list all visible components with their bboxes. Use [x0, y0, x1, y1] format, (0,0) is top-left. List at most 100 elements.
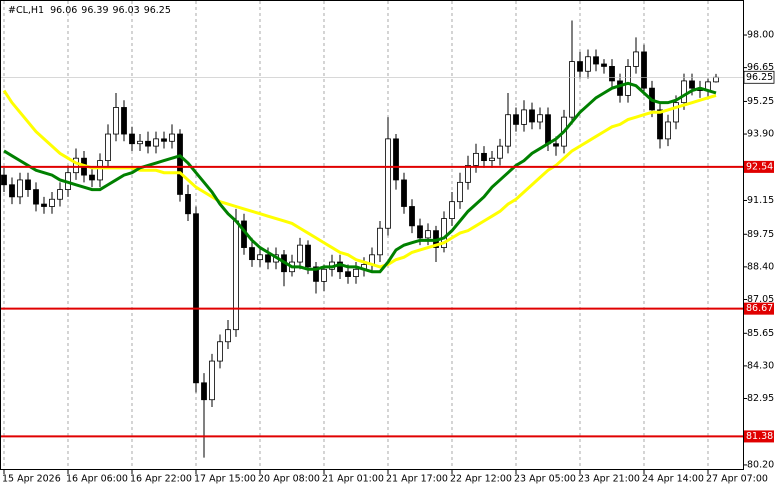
- candle-body: [665, 121, 671, 140]
- candle-body: [441, 218, 447, 248]
- candle-body: [409, 206, 415, 227]
- candle-body: [41, 203, 47, 207]
- x-tick-label: 23 Apr 21:00: [578, 474, 640, 485]
- candle-body: [97, 160, 103, 181]
- candle-body: [161, 138, 167, 142]
- candle-body: [633, 51, 639, 67]
- candle-body: [113, 107, 119, 135]
- candle-body: [489, 157, 495, 162]
- y-tick-label: 96.65: [747, 62, 774, 73]
- x-tick-label: 23 Apr 05:00: [514, 474, 576, 485]
- candle-body: [521, 109, 527, 125]
- y-tick-label: 93.90: [747, 129, 774, 140]
- candle-body: [73, 157, 79, 174]
- y-tick-label: 98.00: [747, 30, 774, 41]
- x-tick-label: 27 Apr 07:00: [706, 474, 768, 485]
- candle-body: [713, 76, 719, 83]
- last-open: 96.06: [50, 5, 77, 16]
- candle-body: [553, 143, 559, 147]
- candle-body: [465, 165, 471, 183]
- candle-body: [225, 329, 231, 343]
- y-tick-label: 91.15: [747, 195, 774, 206]
- candle-body: [457, 181, 463, 203]
- last-low: 96.03: [113, 5, 140, 16]
- price-label: 96.25: [746, 72, 773, 83]
- candle-body: [401, 179, 407, 207]
- level-label: 86.67: [746, 303, 773, 314]
- candle-body: [545, 114, 551, 145]
- candle-body: [425, 230, 431, 239]
- candle-body: [305, 244, 311, 268]
- candle-body: [177, 133, 183, 195]
- y-tick-label: 88.40: [747, 261, 774, 272]
- candle-body: [417, 225, 423, 239]
- y-tick-label: 84.30: [747, 360, 774, 371]
- y-tick-label: 85.65: [747, 328, 774, 339]
- x-tick-label: 24 Apr 14:00: [642, 474, 704, 485]
- candle-body: [201, 382, 207, 401]
- y-tick-label: 82.95: [747, 393, 774, 404]
- candle-body: [449, 201, 455, 219]
- level-label-box: [744, 430, 774, 443]
- candle-body: [1, 174, 7, 186]
- candle-body: [249, 247, 255, 261]
- candle-body: [145, 140, 151, 147]
- x-tick-label: 21 Apr 01:00: [322, 474, 384, 485]
- last-close: 96.25: [144, 5, 171, 16]
- candle-body: [25, 179, 31, 190]
- y-tick-label: 87.05: [747, 294, 774, 305]
- candle-body: [49, 198, 55, 207]
- level-label: 92.54: [746, 161, 773, 172]
- candle-body: [185, 194, 191, 215]
- candle-body: [105, 133, 111, 162]
- candle-body: [689, 80, 695, 89]
- candle-body: [505, 114, 511, 147]
- candle-body: [33, 189, 39, 205]
- candle-body: [385, 138, 391, 229]
- candle-body: [257, 254, 263, 261]
- candle-body: [625, 66, 631, 96]
- candle-body: [209, 360, 215, 401]
- candle-body: [169, 133, 175, 142]
- candle-body: [481, 152, 487, 162]
- candle-body: [321, 268, 327, 282]
- level-label-box: [744, 160, 774, 173]
- candle-body: [377, 227, 383, 256]
- candle-body: [129, 133, 135, 145]
- candle-body: [89, 174, 95, 181]
- candle-body: [497, 145, 503, 159]
- candle-body: [513, 114, 519, 125]
- candle-body: [529, 109, 535, 123]
- candle-body: [17, 179, 23, 198]
- candle-body: [137, 140, 143, 145]
- y-tick-label: 80.20: [747, 459, 774, 470]
- candle-body: [681, 80, 687, 104]
- candle-body: [593, 56, 599, 65]
- candle-body: [601, 63, 607, 67]
- candle-body: [345, 271, 351, 277]
- candle-body: [569, 61, 575, 118]
- candle-body: [313, 266, 319, 282]
- candle-body: [353, 268, 359, 277]
- moving-average-line: [3, 81, 717, 274]
- candle-body: [673, 102, 679, 123]
- candle-body: [617, 80, 623, 96]
- x-tick-label: 16 Apr 06:00: [66, 474, 128, 485]
- candle-body: [609, 66, 615, 82]
- x-tick-label: 16 Apr 22:00: [130, 474, 192, 485]
- y-tick-label: 95.25: [747, 96, 774, 107]
- candle-body: [9, 184, 15, 198]
- level-label: 81.38: [746, 431, 773, 442]
- candle-body: [297, 244, 303, 263]
- candle-body: [217, 341, 223, 362]
- last-high: 96.39: [81, 5, 108, 16]
- symbol: #CL,H1: [8, 5, 44, 16]
- candle-body: [537, 114, 543, 123]
- candle-body: [473, 152, 479, 166]
- candle-body: [585, 56, 591, 72]
- chart-title: #CL,H1 96.06 96.39 96.03 96.25: [8, 5, 171, 16]
- candle-body: [193, 213, 199, 384]
- candle-body: [57, 189, 63, 200]
- candle-body: [393, 138, 399, 181]
